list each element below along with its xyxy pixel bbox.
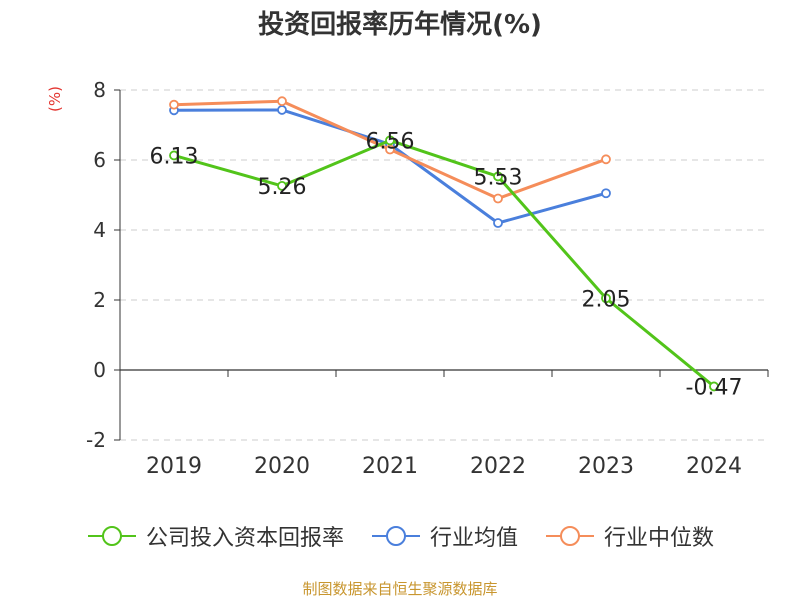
legend-marker-industry-median	[546, 526, 594, 546]
y-tick-label: -2	[86, 428, 106, 452]
y-tick-label: 0	[93, 358, 106, 382]
data-point	[601, 293, 611, 304]
data-point	[385, 144, 395, 155]
y-tick-label: 2	[93, 288, 106, 312]
data-point	[277, 105, 287, 115]
data-label: 2.05	[582, 287, 631, 312]
data-label: 6.13	[150, 144, 199, 169]
data-point	[493, 171, 503, 182]
y-tick-label: 8	[93, 78, 106, 102]
x-tick-label: 2023	[578, 454, 634, 479]
legend-label-industry-median: 行业中位数	[604, 526, 715, 551]
chart-title: 投资回报率历年情况(%)	[258, 10, 542, 40]
x-tick-label: 2021	[362, 454, 418, 479]
x-tick-label: 2024	[686, 454, 742, 479]
x-tick-label: 2020	[254, 454, 310, 479]
data-point	[277, 180, 287, 191]
legend-marker-company-roic	[87, 526, 136, 546]
legend-item-industry-median[interactable]: 行业中位数	[544, 520, 714, 552]
y-tick-label: 6	[93, 148, 106, 172]
data-label: 6.56	[366, 129, 415, 154]
data-label: 5.26	[258, 175, 307, 200]
data-point	[169, 150, 179, 161]
legend-marker-industry-mean	[371, 526, 420, 546]
legend-label-company-roic: 公司投入资本回报率	[145, 526, 344, 551]
series-line	[173, 138, 715, 388]
data-point	[277, 96, 287, 107]
x-tick-label: 2022	[470, 454, 526, 479]
data-point	[385, 135, 395, 146]
data-point	[601, 188, 611, 199]
series-line	[173, 108, 607, 225]
data-point	[493, 218, 503, 228]
data-point	[493, 193, 503, 204]
legend: 公司投入资本回报率 行业均值 行业中位数	[0, 520, 800, 552]
data-label: -0.47	[686, 375, 743, 400]
x-tick-label: 2019	[146, 454, 202, 479]
data-label: 5.53	[474, 165, 523, 190]
y-tick-label: 4	[93, 218, 106, 242]
data-point	[709, 381, 719, 392]
data-point	[601, 154, 611, 165]
data-point	[169, 99, 179, 110]
legend-item-company-roic[interactable]: 公司投入资本回报率	[86, 520, 344, 552]
legend-item-industry-mean[interactable]: 行业均值	[370, 520, 518, 552]
legend-label-industry-mean: 行业均值	[429, 526, 518, 551]
data-source-note: 制图数据来自恒生聚源数据库	[302, 580, 498, 598]
